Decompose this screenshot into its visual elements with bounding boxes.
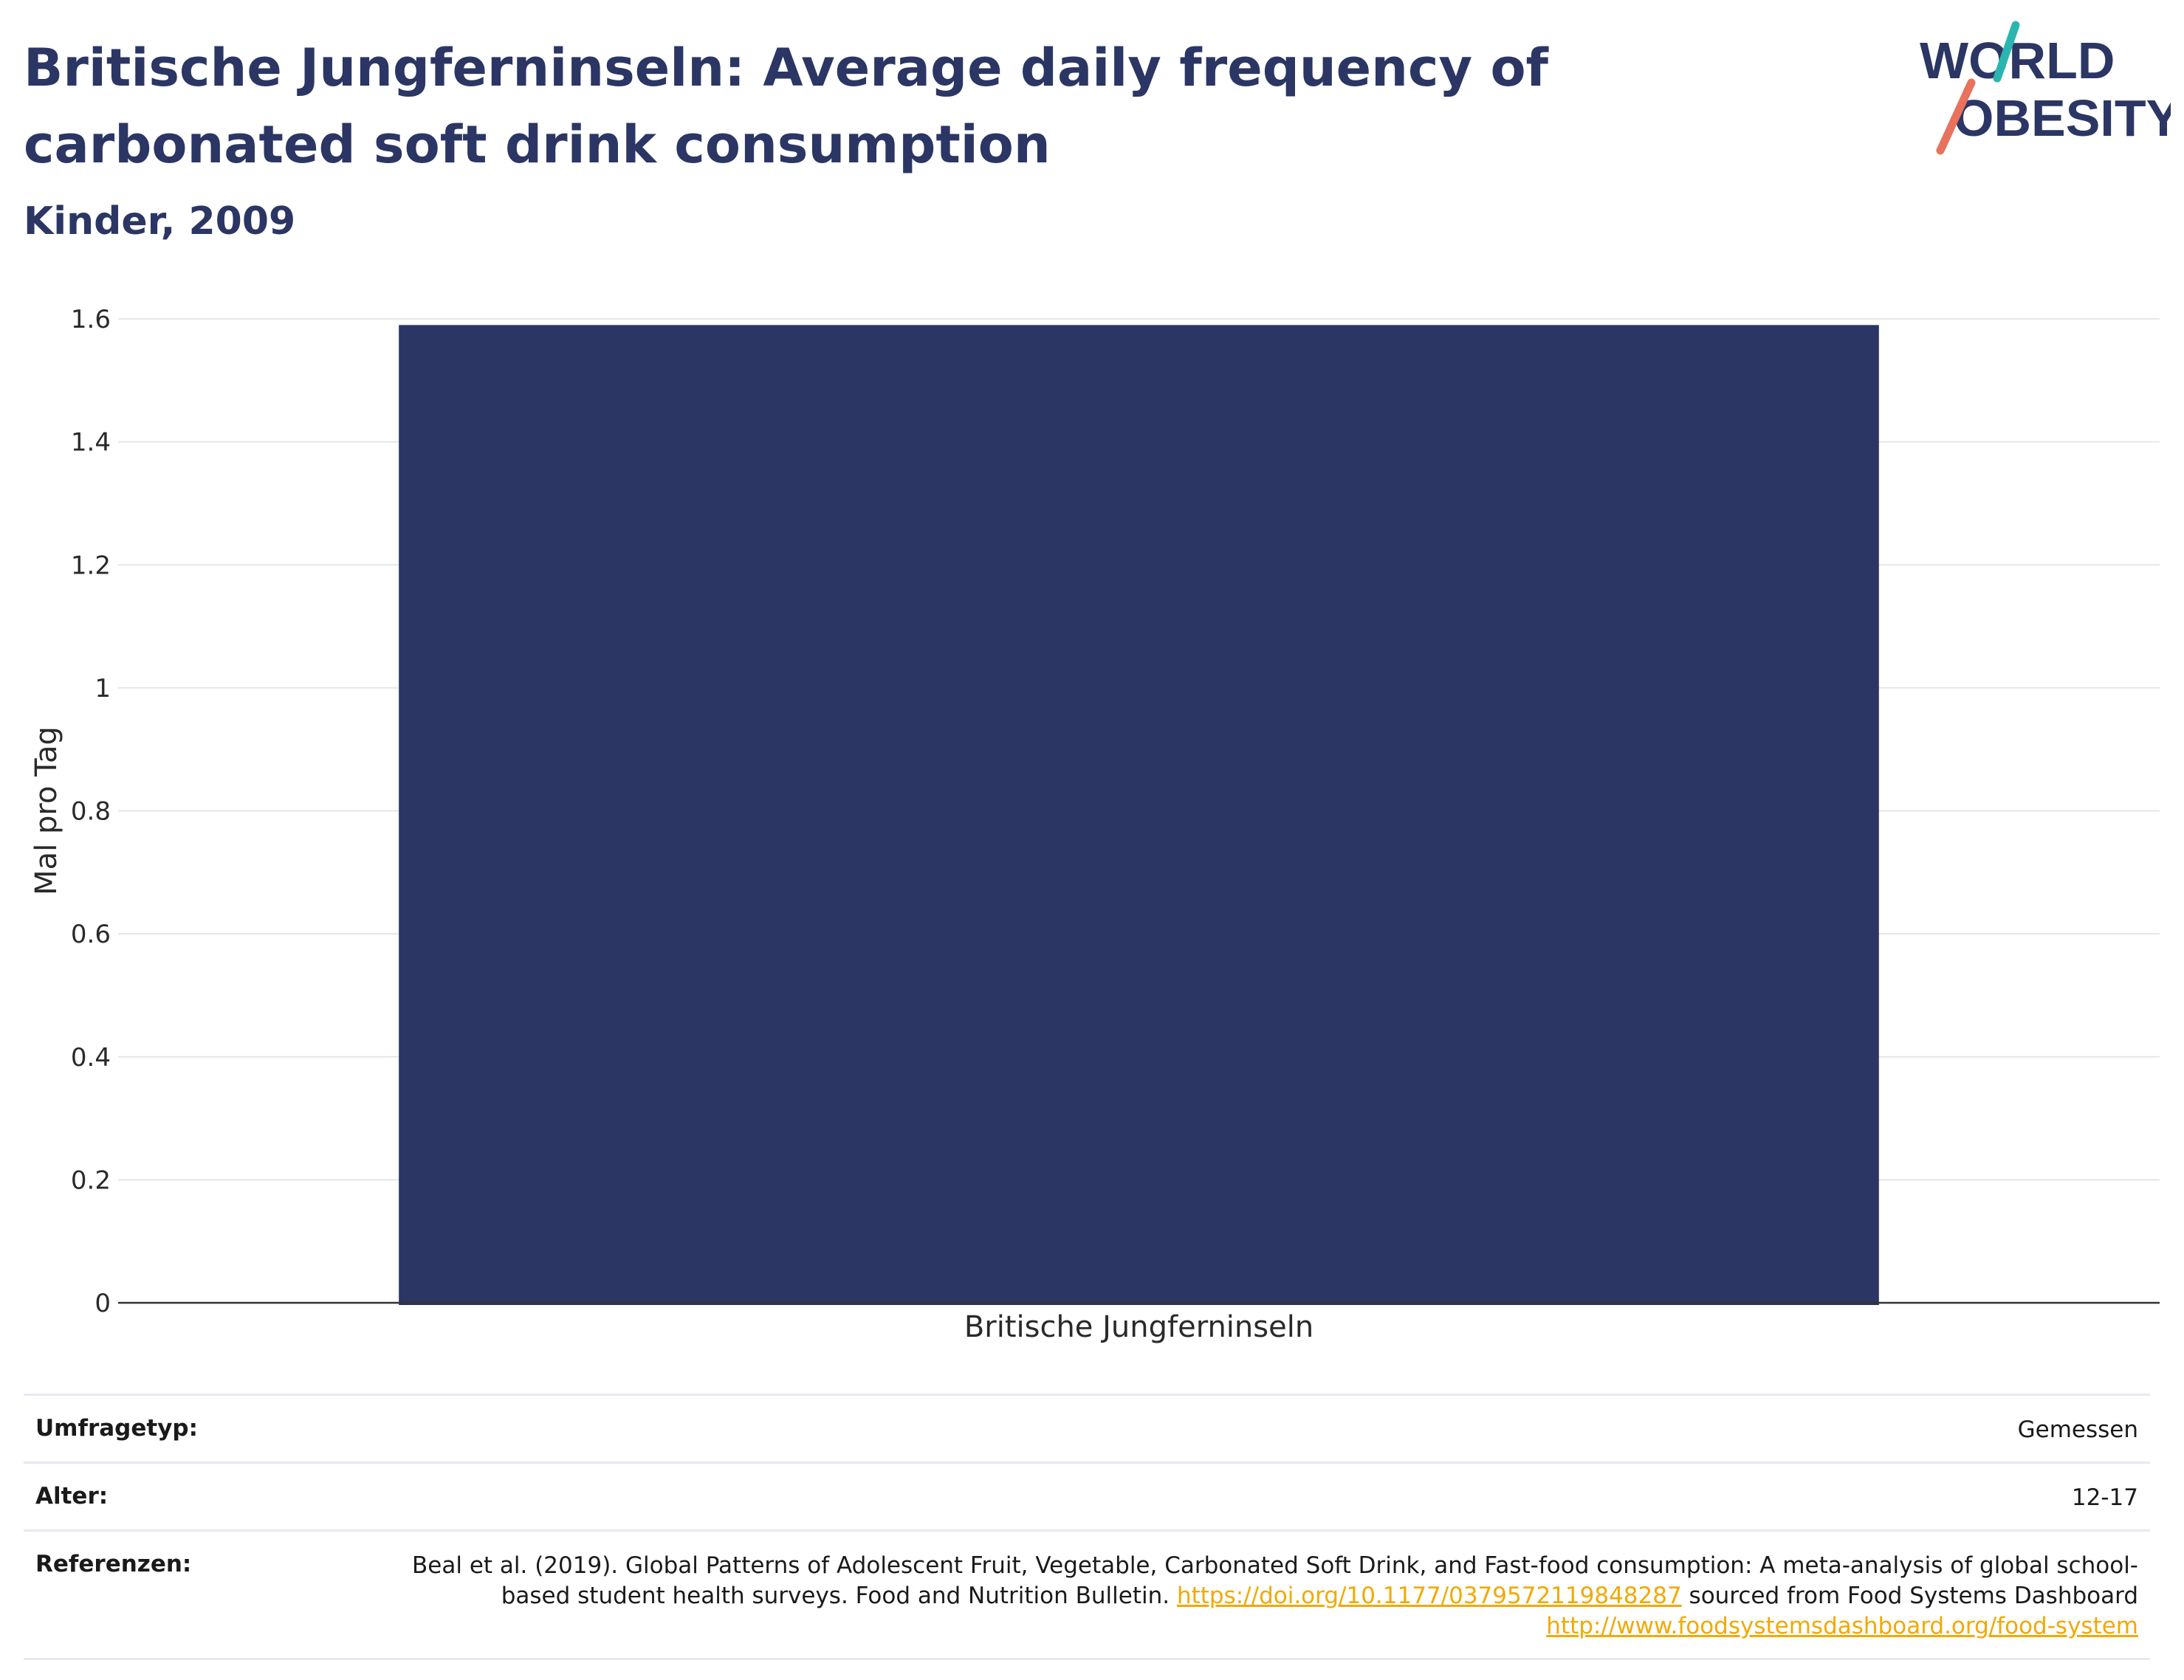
y-axis-title: Mal pro Tag xyxy=(30,726,63,895)
y-tick-label: 1 xyxy=(95,674,111,703)
bar-chart: 0 0.2 0.4 0.6 0.8 1 1.2 1.4 1.6 Britische Jungfe… xyxy=(30,305,2160,1344)
x-tick-labels: Britische Jungferninseln xyxy=(964,1310,1314,1344)
meta-value-survey-type: Gemessen xyxy=(2017,1416,2138,1443)
food-systems-dashboard-link[interactable]: http://www.foodsystemsdashboard.org/food… xyxy=(1546,1613,2138,1639)
logo-line1: WORLD xyxy=(1920,32,2115,89)
bar[interactable] xyxy=(399,325,1879,1305)
world-obesity-logo: WORLD OBESITY xyxy=(1920,21,2171,155)
bars xyxy=(399,325,1879,1305)
y-tick-labels: 0 0.2 0.4 0.6 0.8 1 1.2 1.4 1.6 xyxy=(71,305,111,1318)
y-tick-label: 0.4 xyxy=(71,1043,111,1073)
logo-slash-coral xyxy=(1936,78,1976,155)
reference-text: Beal et al. (2019). Global Patterns of A… xyxy=(412,1552,2138,1609)
meta-label-age: Alter: xyxy=(35,1483,109,1509)
meta-value-age: 12-17 xyxy=(2071,1484,2138,1511)
page-subtitle: Kinder, 2009 xyxy=(24,199,296,244)
y-tick-label: 0.8 xyxy=(71,797,111,827)
y-tick-label: 1.6 xyxy=(71,305,111,334)
y-tick-label: 0.6 xyxy=(71,920,111,949)
y-tick-label: 1.4 xyxy=(71,428,111,458)
meta-label-references: Referenzen: xyxy=(35,1551,192,1577)
x-tick-label: Britische Jungferninseln xyxy=(964,1310,1314,1344)
meta-row-references: Referenzen: Beal et al. (2019). Global P… xyxy=(24,1529,2150,1660)
metadata-table: Umfragetyp: Gemessen Alter: 12-17 Refere… xyxy=(24,1394,2150,1660)
reference-source-text: sourced from Food Systems Dashboard xyxy=(1689,1583,2138,1609)
y-tick-label: 0 xyxy=(95,1289,111,1318)
meta-label-survey-type: Umfragetyp: xyxy=(35,1415,198,1442)
y-tick-label: 1.2 xyxy=(71,551,111,580)
meta-row-age: Alter: 12-17 xyxy=(24,1462,2150,1529)
y-tick-label: 0.2 xyxy=(71,1166,111,1195)
doi-link[interactable]: https://doi.org/10.1177/0379572119848287 xyxy=(1176,1583,1682,1609)
meta-row-survey-type: Umfragetyp: Gemessen xyxy=(24,1394,2150,1462)
page-title: Britische Jungferninseln: Average daily … xyxy=(24,38,1548,175)
meta-value-references: Beal et al. (2019). Global Patterns of A… xyxy=(396,1551,2138,1642)
logo-slash-teal xyxy=(1993,21,2020,83)
logo-line2: OBESITY xyxy=(1954,89,2171,147)
